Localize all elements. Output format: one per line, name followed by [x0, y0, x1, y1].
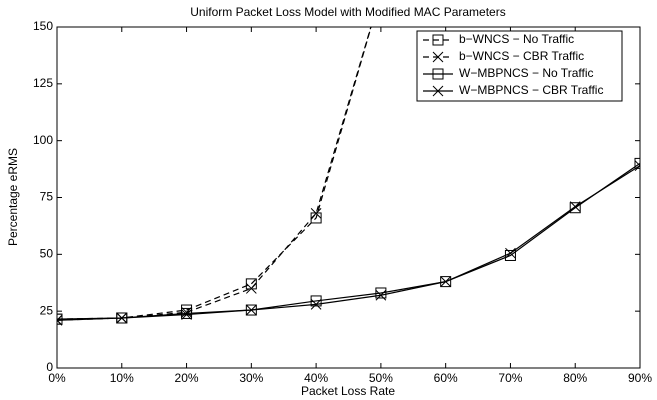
y-tick-label: 150 [33, 19, 53, 33]
data-point [569, 202, 581, 214]
data-point [181, 306, 192, 318]
data-point [57, 314, 63, 326]
x-tick-label: 90% [628, 371, 652, 385]
chart-title: Uniform Packet Loss Model with Modified … [190, 5, 505, 19]
legend-label: b−WNCS − CBR Traffic [459, 49, 584, 63]
legend-label: W−MBPNCS − CBR Traffic [459, 83, 603, 97]
series-line [57, 165, 640, 321]
legend-marker [432, 34, 444, 46]
y-tick-label: 100 [33, 133, 53, 147]
data-point [440, 276, 452, 287]
legend-label: b−WNCS − No Traffic [459, 32, 574, 46]
data-point [505, 247, 516, 259]
x-tick-label: 40% [304, 371, 328, 385]
data-point [310, 298, 322, 310]
data-point [245, 304, 257, 316]
x-axis-label: Packet Loss Rate [301, 384, 395, 398]
data-point [310, 208, 322, 219]
x-tick-label: 50% [369, 371, 393, 385]
data-point [116, 312, 128, 324]
y-tick-label: 50 [40, 247, 54, 261]
data-point [634, 157, 640, 169]
data-point [181, 309, 192, 320]
data-point [181, 307, 193, 319]
y-tick-label: 25 [40, 303, 54, 317]
x-tick-label: 60% [434, 371, 458, 385]
y-tick-label: 125 [33, 76, 53, 90]
data-point [569, 201, 581, 212]
y-axis-label: Percentage eRMS [6, 148, 20, 246]
y-tick-label: 0 [46, 360, 53, 374]
x-tick-label: 30% [239, 371, 263, 385]
data-point [634, 160, 640, 172]
x-tick-label: 10% [110, 371, 134, 385]
data-point [440, 276, 452, 288]
x-tick-label: 80% [563, 371, 587, 385]
x-tick-label: 20% [175, 371, 199, 385]
legend-marker [432, 68, 444, 80]
data-point [245, 283, 257, 294]
legend-label: W−MBPNCS − No Traffic [459, 66, 593, 80]
data-point [310, 295, 322, 307]
legend-marker [432, 51, 444, 63]
x-tick-label: 70% [498, 371, 522, 385]
legend-box [416, 30, 623, 102]
data-point [375, 289, 387, 301]
data-point [57, 313, 63, 325]
plot-area [57, 27, 640, 326]
legend-marker [432, 85, 444, 97]
x-tick-label: 0% [48, 371, 66, 385]
y-tick-label: 75 [40, 190, 54, 204]
data-point [375, 287, 387, 299]
